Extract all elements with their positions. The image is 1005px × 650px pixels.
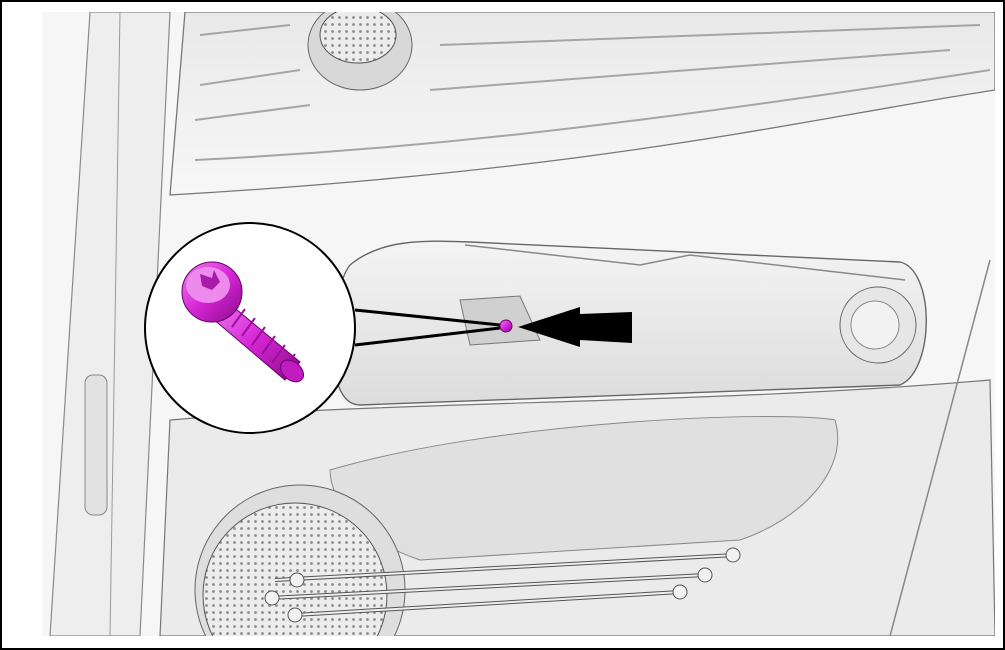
cables-highlight	[269, 554, 736, 616]
armrest-edge	[464, 244, 906, 281]
handle-cap	[850, 300, 900, 350]
cable-clips	[264, 547, 741, 623]
edge-recess	[84, 374, 108, 516]
leader-lines	[354, 308, 501, 347]
door-edge	[49, 12, 171, 636]
screw-location	[499, 319, 513, 333]
tweeter-grille	[319, 12, 397, 64]
screw-recess	[459, 295, 541, 346]
trim-ribs	[194, 24, 991, 161]
panel-seam	[889, 259, 991, 636]
arrow	[518, 307, 632, 347]
edge-line	[109, 12, 121, 636]
speaker-grille	[202, 502, 388, 636]
screw	[181, 261, 305, 383]
